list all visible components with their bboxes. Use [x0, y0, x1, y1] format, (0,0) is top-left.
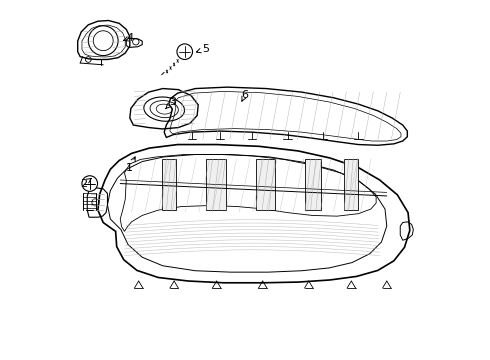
Polygon shape	[305, 159, 321, 210]
Text: 3: 3	[169, 97, 176, 107]
Text: 6: 6	[242, 90, 248, 100]
Circle shape	[82, 176, 98, 192]
Text: 5: 5	[202, 44, 210, 54]
Text: 1: 1	[126, 163, 133, 172]
Text: 2: 2	[80, 179, 87, 189]
Polygon shape	[206, 159, 225, 210]
Circle shape	[177, 44, 193, 59]
Text: 4: 4	[126, 33, 133, 43]
Polygon shape	[162, 159, 176, 210]
Polygon shape	[344, 159, 358, 210]
Polygon shape	[256, 159, 275, 210]
